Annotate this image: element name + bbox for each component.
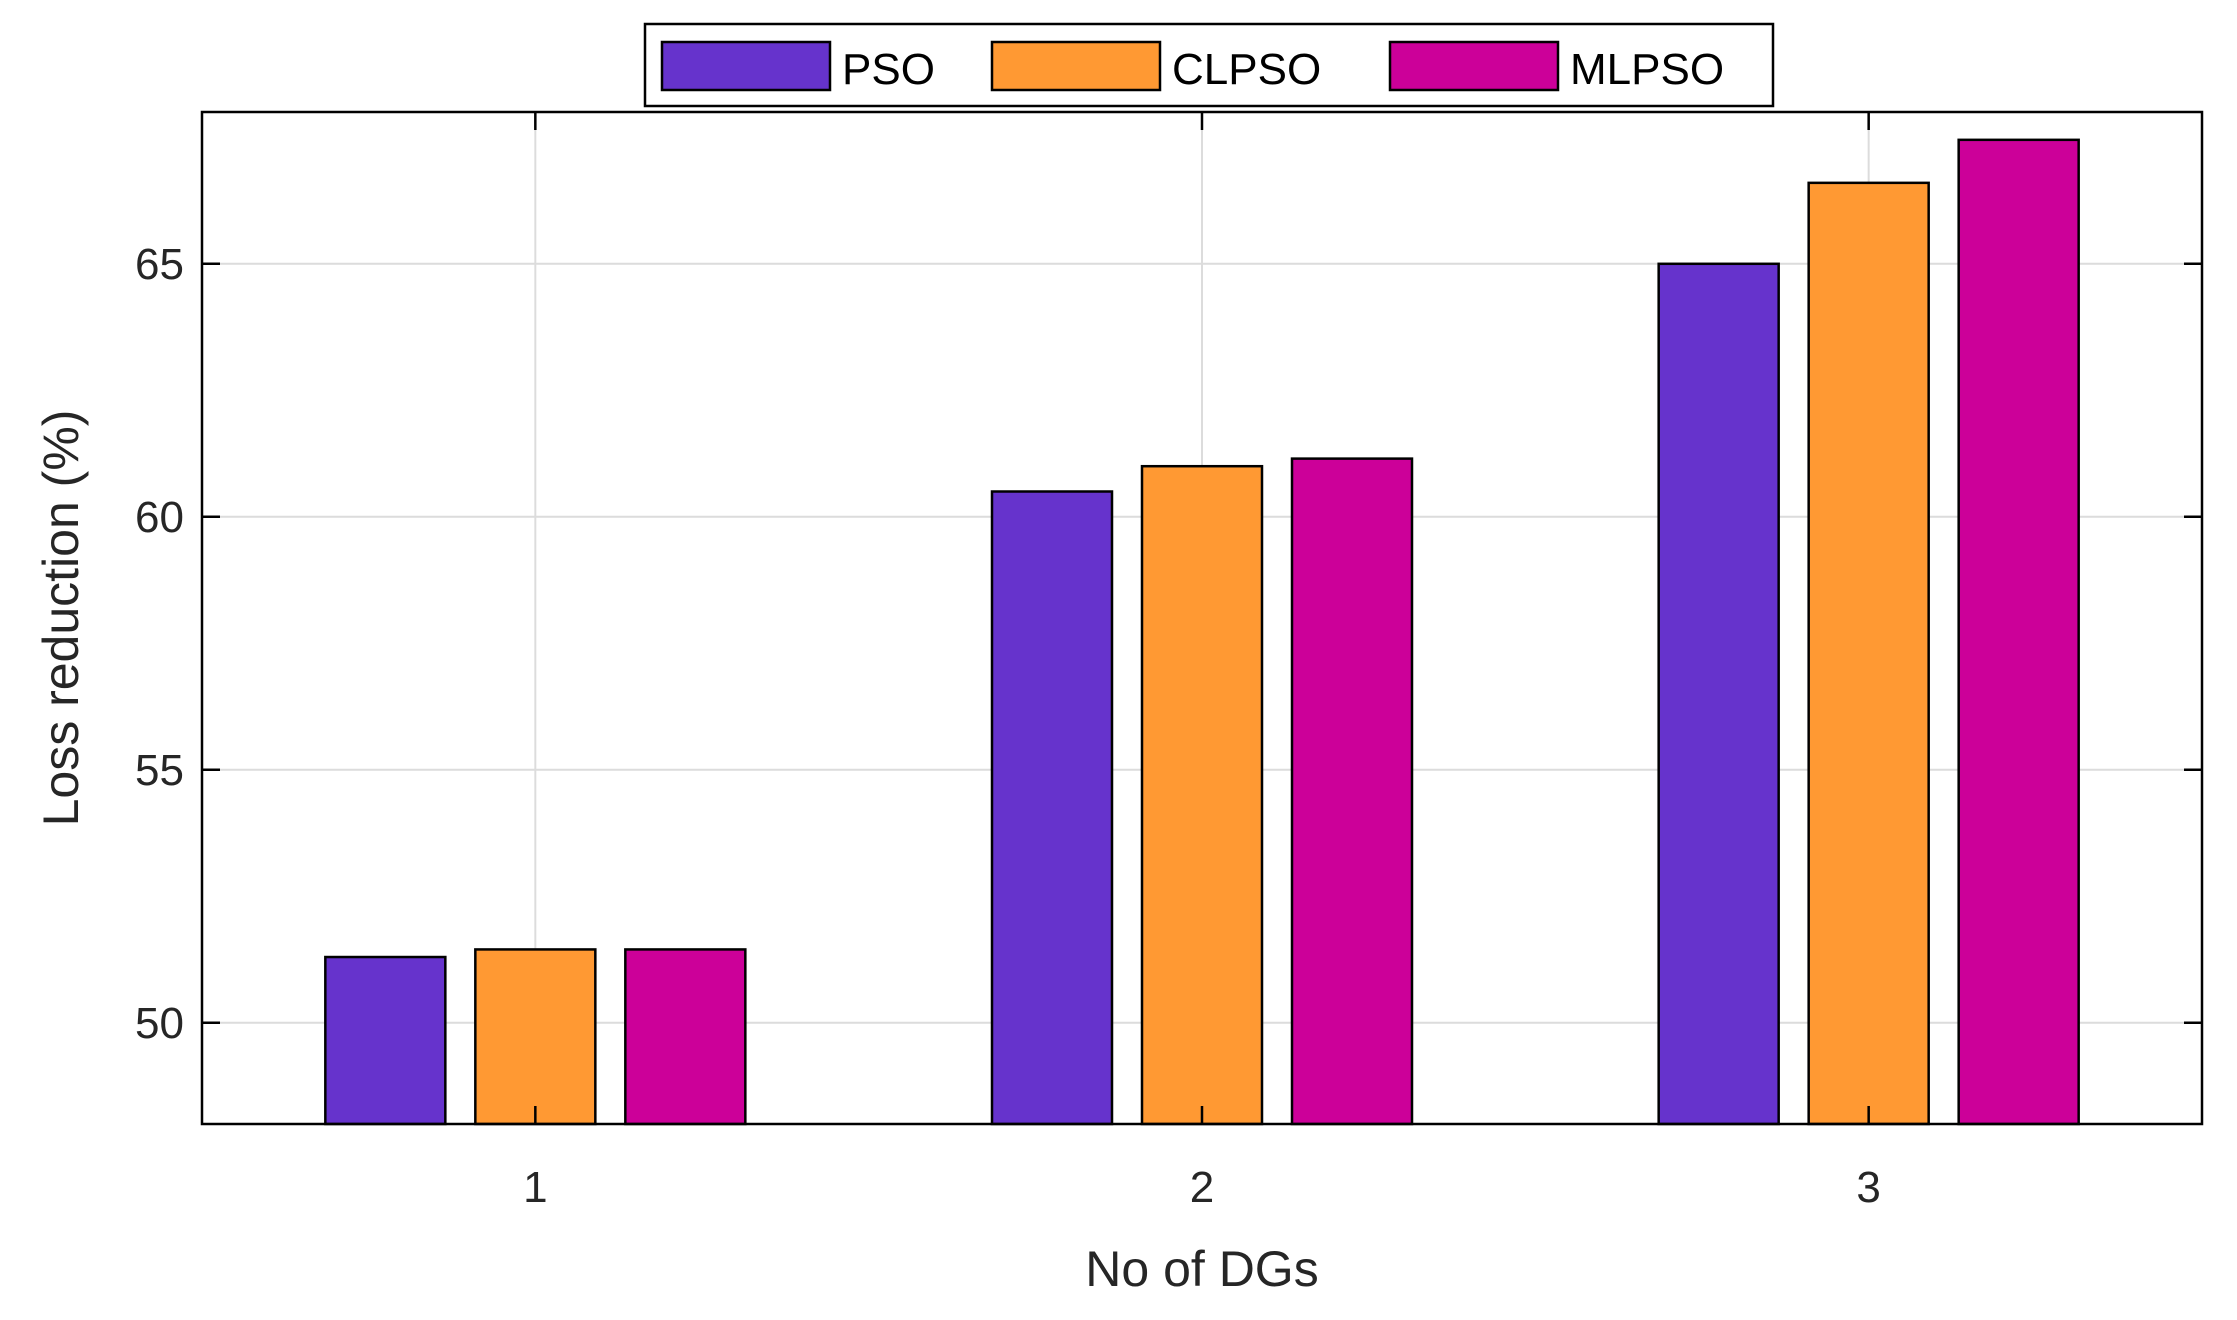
bar-mlpso-3 (1957, 138, 2080, 1126)
bar-clpso-2 (1140, 464, 1264, 1126)
legend-swatch-pso (660, 40, 832, 92)
y-tick-label: 65 (135, 240, 184, 289)
y-tick-labels: 50 55 60 65 (135, 240, 184, 1048)
legend-label-pso: PSO (842, 45, 935, 94)
legend: PSO CLPSO MLPSO (643, 22, 1775, 108)
y-tick-label: 60 (135, 493, 184, 542)
y-tick-label: 50 (135, 999, 184, 1048)
y-axis-label: Loss reduction (%) (33, 410, 89, 827)
legend-box (643, 22, 1775, 108)
x-axis-label: No of DGs (1085, 1241, 1318, 1297)
legend-swatch-clpso (990, 40, 1162, 92)
legend-label-clpso: CLPSO (1172, 45, 1321, 94)
x-tick-label: 2 (1190, 1163, 1214, 1212)
legend-swatch-mlpso (1388, 40, 1560, 92)
bar-pso-1 (324, 955, 447, 1126)
x-tick-label: 3 (1856, 1163, 1880, 1212)
bar-mlpso-1 (624, 948, 747, 1126)
bar-mlpso-2 (1290, 457, 1414, 1126)
bar-clpso-1 (474, 948, 597, 1126)
axis-ticks (202, 112, 2202, 1124)
y-tick-label: 55 (135, 746, 184, 795)
bar-clpso-3 (1807, 181, 1930, 1126)
bar-pso-2 (990, 490, 1114, 1126)
bar-pso-3 (1657, 262, 1780, 1126)
legend-label-mlpso: MLPSO (1570, 45, 1724, 94)
x-tick-labels: 1 2 3 (523, 1163, 1881, 1212)
x-tick-label: 1 (523, 1163, 547, 1212)
